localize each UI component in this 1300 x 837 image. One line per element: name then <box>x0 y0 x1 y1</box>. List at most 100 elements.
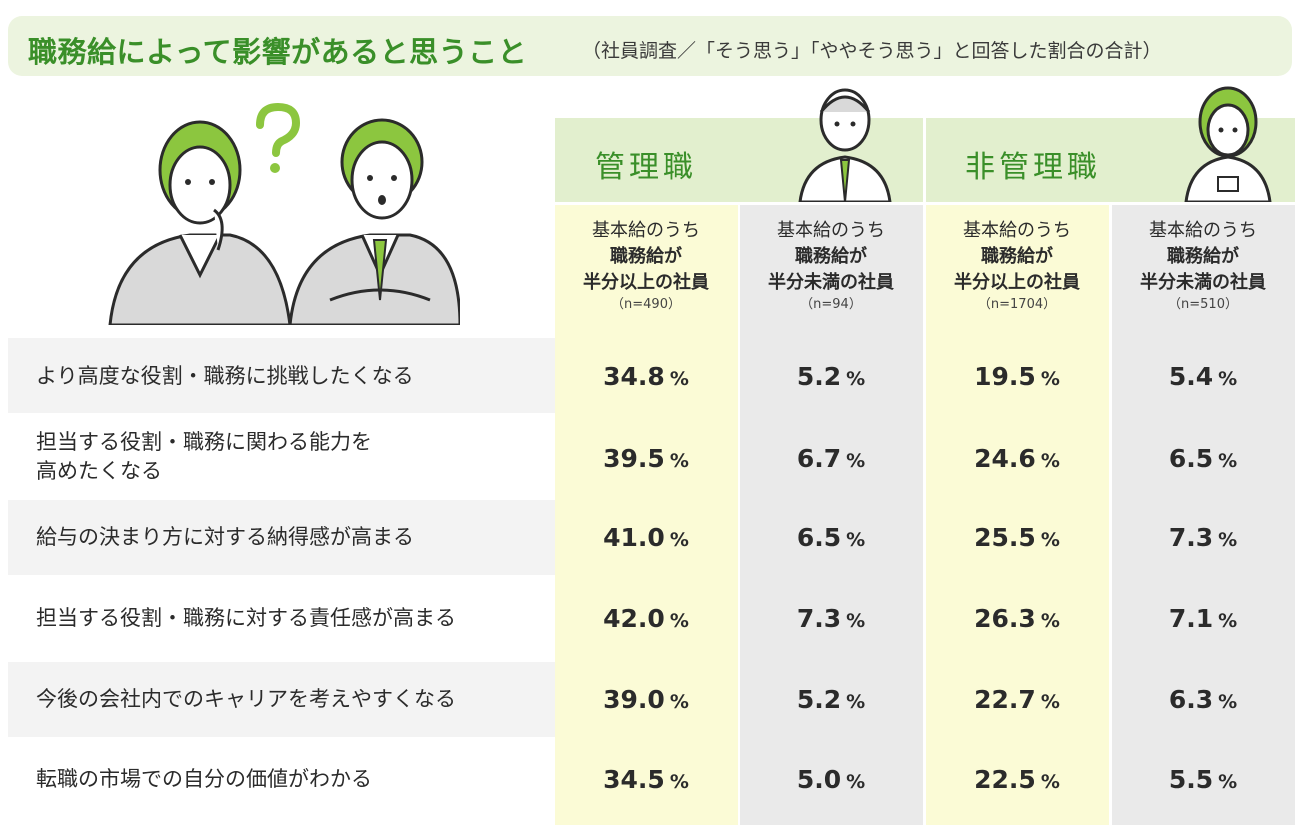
male-employee-icon <box>798 88 892 202</box>
value-unit: % <box>1218 450 1238 472</box>
value-unit: % <box>669 691 689 713</box>
row-label-2: 担当する役割・職務に関わる能力を 高めたくなる <box>36 430 372 483</box>
column-header-2: 基本給のうち 職務給が 半分未満の社員 （n=94） <box>743 218 919 314</box>
row-bg-5 <box>8 662 555 737</box>
column-header-2-n: （n=94） <box>800 297 862 312</box>
value-unit: % <box>1218 610 1238 632</box>
value-cell: 5.2% <box>743 362 919 391</box>
column-header-2-line2: 職務給が <box>795 246 867 267</box>
column-header-3-n: （n=1704） <box>977 297 1057 312</box>
value-number: 39.0 <box>603 685 665 714</box>
value-unit: % <box>669 610 689 632</box>
column-header-3: 基本給のうち 職務給が 半分以上の社員 （n=1704） <box>929 218 1105 314</box>
value-cell: 22.7% <box>929 685 1105 714</box>
value-cell: 34.8% <box>558 362 734 391</box>
value-cell: 39.5% <box>558 444 734 473</box>
row-bg-1 <box>8 338 555 413</box>
value-number: 26.3 <box>974 604 1036 633</box>
row-label-3: 給与の決まり方に対する納得感が高まる <box>36 525 414 549</box>
chart-subtitle: （社員調査／「そう思う」「ややそう思う」と回答した割合の合計） <box>582 40 1162 62</box>
value-cell: 6.7% <box>743 444 919 473</box>
value-unit: % <box>1040 691 1060 713</box>
value-number: 5.2 <box>796 362 842 391</box>
value-number: 5.5 <box>1168 765 1214 794</box>
value-unit: % <box>1218 529 1238 551</box>
value-cell: 7.3% <box>743 604 919 633</box>
group-label-manager: 管理職 <box>595 150 697 185</box>
value-cell: 39.0% <box>558 685 734 714</box>
value-unit: % <box>1218 368 1238 390</box>
value-number: 34.8 <box>603 362 665 391</box>
column-header-4: 基本給のうち 職務給が 半分未満の社員 （n=510） <box>1115 218 1291 314</box>
row-label-1: より高度な役割・職務に挑戦したくなる <box>36 364 414 388</box>
value-number: 6.5 <box>796 523 842 552</box>
female-employee-icon <box>1184 86 1272 202</box>
column-header-4-line3: 半分未満の社員 <box>1140 272 1266 293</box>
column-bg-2 <box>740 205 923 825</box>
column-header-1-line1: 基本給のうち <box>592 220 700 241</box>
row-label-5: 今後の会社内でのキャリアを考えやすくなる <box>36 687 456 711</box>
value-cell: 34.5% <box>558 765 734 794</box>
value-unit: % <box>846 610 866 632</box>
group-label-non-manager: 非管理職 <box>965 150 1101 185</box>
value-unit: % <box>1218 771 1238 793</box>
column-header-1-line3: 半分以上の社員 <box>583 272 709 293</box>
column-header-3-line1: 基本給のうち <box>963 220 1071 241</box>
value-number: 6.5 <box>1168 444 1214 473</box>
chart-title: 職務給によって影響があると思うこと <box>28 35 528 69</box>
title-bar <box>8 16 1292 76</box>
row-bg-3 <box>8 500 555 575</box>
value-number: 5.0 <box>796 765 842 794</box>
value-number: 6.3 <box>1168 685 1214 714</box>
value-number: 22.5 <box>974 765 1036 794</box>
column-header-2-line3: 半分未満の社員 <box>768 272 894 293</box>
value-number: 25.5 <box>974 523 1036 552</box>
value-cell: 25.5% <box>929 523 1105 552</box>
value-unit: % <box>1040 610 1060 632</box>
value-number: 42.0 <box>603 604 665 633</box>
value-cell: 41.0% <box>558 523 734 552</box>
value-unit: % <box>846 771 866 793</box>
value-unit: % <box>669 450 689 472</box>
column-header-4-n: （n=510） <box>1168 297 1238 312</box>
value-unit: % <box>1040 450 1060 472</box>
row-label-4: 担当する役割・職務に対する責任感が高まる <box>36 606 456 630</box>
value-cell: 5.5% <box>1115 765 1291 794</box>
value-unit: % <box>846 368 866 390</box>
value-unit: % <box>1040 529 1060 551</box>
value-unit: % <box>1040 771 1060 793</box>
value-number: 34.5 <box>603 765 665 794</box>
value-unit: % <box>846 691 866 713</box>
value-cell: 6.5% <box>1115 444 1291 473</box>
value-number: 5.4 <box>1168 362 1214 391</box>
value-number: 41.0 <box>603 523 665 552</box>
value-unit: % <box>669 529 689 551</box>
value-unit: % <box>669 368 689 390</box>
value-unit: % <box>846 450 866 472</box>
value-cell: 6.5% <box>743 523 919 552</box>
value-cell: 6.3% <box>1115 685 1291 714</box>
column-bg-4 <box>1112 205 1295 825</box>
value-number: 22.7 <box>974 685 1036 714</box>
column-header-4-line2: 職務給が <box>1167 246 1239 267</box>
value-cell: 5.2% <box>743 685 919 714</box>
value-cell: 5.0% <box>743 765 919 794</box>
column-header-3-line3: 半分以上の社員 <box>954 272 1080 293</box>
column-header-1-n: （n=490） <box>611 297 681 312</box>
value-number: 5.2 <box>796 685 842 714</box>
column-header-4-line1: 基本給のうち <box>1149 220 1257 241</box>
value-number: 24.6 <box>974 444 1036 473</box>
value-cell: 22.5% <box>929 765 1105 794</box>
value-number: 6.7 <box>796 444 842 473</box>
value-cell: 42.0% <box>558 604 734 633</box>
value-number: 19.5 <box>974 362 1036 391</box>
value-cell: 7.3% <box>1115 523 1291 552</box>
value-cell: 5.4% <box>1115 362 1291 391</box>
value-number: 39.5 <box>603 444 665 473</box>
value-unit: % <box>1218 691 1238 713</box>
value-cell: 19.5% <box>929 362 1105 391</box>
question-mark-icon <box>256 102 301 173</box>
column-header-2-line1: 基本給のうち <box>777 220 885 241</box>
value-cell: 26.3% <box>929 604 1105 633</box>
column-header-1: 基本給のうち 職務給が 半分以上の社員 （n=490） <box>558 218 734 314</box>
